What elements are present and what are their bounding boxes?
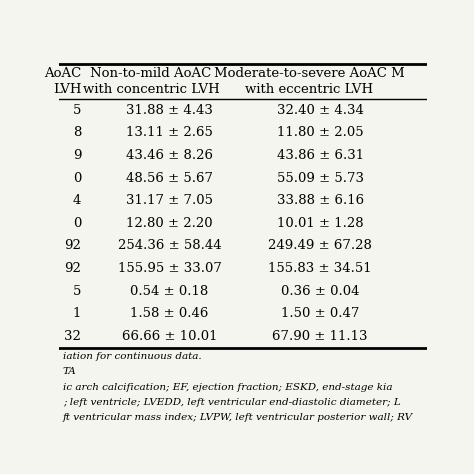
Text: 13.11 ± 2.65: 13.11 ± 2.65 [126, 126, 213, 139]
Text: AoAC: AoAC [44, 67, 82, 81]
Text: 92: 92 [64, 262, 82, 275]
Text: iation for continuous data.: iation for continuous data. [63, 352, 201, 361]
Text: Moderate-to-severe AoAC M: Moderate-to-severe AoAC M [214, 67, 404, 81]
Text: 10.01 ± 1.28: 10.01 ± 1.28 [277, 217, 364, 230]
Text: 31.17 ± 7.05: 31.17 ± 7.05 [126, 194, 213, 207]
Text: 0.36 ± 0.04: 0.36 ± 0.04 [281, 285, 359, 298]
Text: 254.36 ± 58.44: 254.36 ± 58.44 [118, 239, 221, 253]
Text: 66.66 ± 10.01: 66.66 ± 10.01 [122, 330, 217, 343]
Text: 43.46 ± 8.26: 43.46 ± 8.26 [126, 149, 213, 162]
Text: 33.88 ± 6.16: 33.88 ± 6.16 [276, 194, 364, 207]
Text: 155.95 ± 33.07: 155.95 ± 33.07 [118, 262, 221, 275]
Text: ic arch calcification; EF, ejection fraction; ESKD, end-stage kia: ic arch calcification; EF, ejection frac… [63, 383, 392, 392]
Text: ; left ventricle; LVEDD, left ventricular end-diastolic diameter; L: ; left ventricle; LVEDD, left ventricula… [63, 398, 401, 407]
Text: 0: 0 [73, 172, 82, 184]
Text: 0.54 ± 0.18: 0.54 ± 0.18 [130, 285, 209, 298]
Text: with concentric LVH: with concentric LVH [82, 82, 219, 96]
Text: 155.83 ± 34.51: 155.83 ± 34.51 [268, 262, 372, 275]
Text: 32: 32 [64, 330, 82, 343]
Text: 5: 5 [73, 285, 82, 298]
Text: 31.88 ± 4.43: 31.88 ± 4.43 [126, 104, 213, 117]
Text: 249.49 ± 67.28: 249.49 ± 67.28 [268, 239, 372, 253]
Text: 43.86 ± 6.31: 43.86 ± 6.31 [276, 149, 364, 162]
Text: Non-to-mild AoAC: Non-to-mild AoAC [91, 67, 212, 81]
Text: 1: 1 [73, 307, 82, 320]
Text: 8: 8 [73, 126, 82, 139]
Text: 32.40 ± 4.34: 32.40 ± 4.34 [277, 104, 364, 117]
Text: 67.90 ± 11.13: 67.90 ± 11.13 [273, 330, 368, 343]
Text: 1.58 ± 0.46: 1.58 ± 0.46 [130, 307, 209, 320]
Text: 92: 92 [64, 239, 82, 253]
Text: LVH: LVH [53, 82, 82, 96]
Text: 1.50 ± 0.47: 1.50 ± 0.47 [281, 307, 359, 320]
Text: 0: 0 [73, 217, 82, 230]
Text: ft ventricular mass index; LVPW, left ventricular posterior wall; RV: ft ventricular mass index; LVPW, left ve… [63, 413, 413, 422]
Text: 5: 5 [73, 104, 82, 117]
Text: TA: TA [63, 367, 77, 376]
Text: 9: 9 [73, 149, 82, 162]
Text: 4: 4 [73, 194, 82, 207]
Text: 11.80 ± 2.05: 11.80 ± 2.05 [277, 126, 364, 139]
Text: with eccentric LVH: with eccentric LVH [245, 82, 373, 96]
Text: 48.56 ± 5.67: 48.56 ± 5.67 [126, 172, 213, 184]
Text: 55.09 ± 5.73: 55.09 ± 5.73 [276, 172, 364, 184]
Text: 12.80 ± 2.20: 12.80 ± 2.20 [126, 217, 213, 230]
